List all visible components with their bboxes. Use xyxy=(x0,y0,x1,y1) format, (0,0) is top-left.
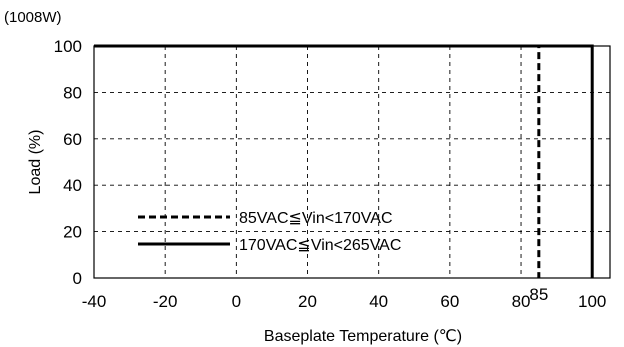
x-tick-label: 100 xyxy=(578,292,606,311)
y-tick-label: 20 xyxy=(63,223,82,242)
x-tick-labels: -40 -20 0 20 40 60 80 100 85 xyxy=(82,285,607,311)
legend-label: 85VAC≦Vin<170VAC xyxy=(239,210,393,227)
legend: 85VAC≦Vin<170VAC 170VAC≦Vin<265VAC xyxy=(138,210,401,254)
y-tick-label: 0 xyxy=(73,269,82,288)
y-tick-labels: 0 20 40 60 80 100 xyxy=(54,37,82,288)
y-tick-label: 100 xyxy=(54,37,82,56)
y-tick-label: 60 xyxy=(63,130,82,149)
x-tick-label: 80 xyxy=(512,292,531,311)
series-line-solid xyxy=(94,44,594,278)
y-tick-label: 80 xyxy=(63,83,82,102)
series-group xyxy=(94,44,594,278)
x-tick-label: -20 xyxy=(153,292,178,311)
x-tick-label: -40 xyxy=(82,292,107,311)
x-tick-label: 20 xyxy=(298,292,317,311)
legend-label: 170VAC≦Vin<265VAC xyxy=(239,237,401,254)
x-tick-label: 60 xyxy=(440,292,459,311)
y-tick-label: 40 xyxy=(63,176,82,195)
x-tick-label-85: 85 xyxy=(529,285,548,304)
y-axis-caption: (1008W) xyxy=(4,9,62,26)
x-tick-label: 40 xyxy=(369,292,388,311)
x-axis-title: Baseplate Temperature (℃) xyxy=(264,328,462,345)
y-axis-title: Load (%) xyxy=(27,130,44,195)
x-tick-label: 0 xyxy=(232,292,241,311)
